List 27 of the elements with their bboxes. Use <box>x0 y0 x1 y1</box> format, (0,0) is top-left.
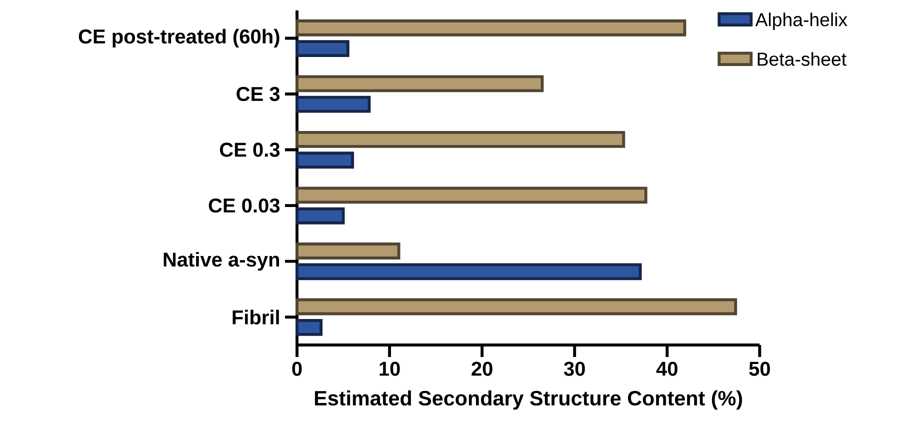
bar <box>296 318 323 336</box>
y-tick-label: CE 0.03 <box>208 198 280 213</box>
x-tick-label: 10 <box>380 362 400 376</box>
y-tick-label: CE post-treated (60h) <box>78 28 280 48</box>
bar <box>296 40 350 58</box>
x-tick-label: 40 <box>656 362 678 376</box>
x-tick-label: 20 <box>472 362 492 376</box>
bar <box>296 152 354 169</box>
y-tick-label: Native a-syn <box>164 252 280 271</box>
bar <box>296 75 544 92</box>
y-tick-label: CE 3 <box>236 86 280 102</box>
bar <box>296 96 371 113</box>
legend-label: Alpha-helix <box>755 12 848 30</box>
legend-label: Beta-sheet <box>758 52 846 66</box>
bar <box>296 242 400 260</box>
bar <box>296 186 648 204</box>
y-tick-label: Fibril <box>232 310 279 324</box>
y-tick-label: CE 0.3 <box>220 142 280 157</box>
bar <box>296 207 345 224</box>
x-tick-label: 30 <box>564 362 585 376</box>
bar <box>296 263 642 280</box>
x-tick-label: 50 <box>749 362 770 376</box>
bar <box>296 130 626 148</box>
x-axis-title: Estimated Secondary Structure Content (%) <box>314 390 742 410</box>
bar <box>296 298 738 316</box>
x-tick-label: 0 <box>292 362 302 376</box>
bar <box>296 19 686 36</box>
